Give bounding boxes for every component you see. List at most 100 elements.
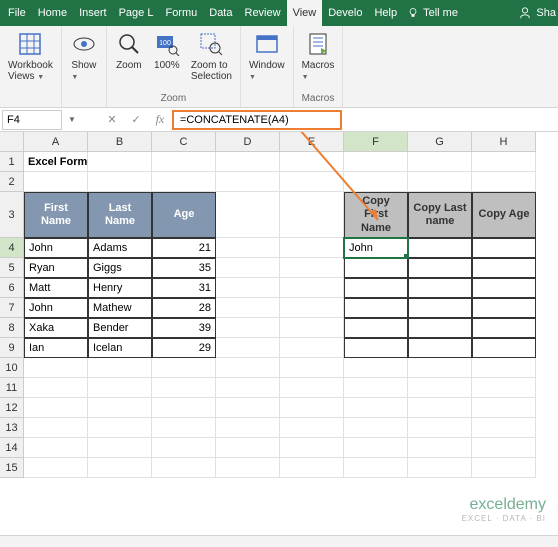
fx-button[interactable]: fx bbox=[148, 110, 172, 130]
workbook-views-button[interactable]: WorkbookViews ▼ bbox=[4, 28, 57, 84]
table2-header-2[interactable]: Copy Age bbox=[472, 192, 536, 238]
cell-F15[interactable] bbox=[344, 458, 408, 478]
row-header-15[interactable]: 15 bbox=[0, 458, 24, 478]
table2-header-0[interactable]: Copy First Name bbox=[344, 192, 408, 238]
cell-G14[interactable] bbox=[408, 438, 472, 458]
cell-E3[interactable] bbox=[280, 192, 344, 238]
row-header-1[interactable]: 1 bbox=[0, 152, 24, 172]
table1-cell-r6-c1[interactable]: Henry bbox=[88, 278, 152, 298]
table1-header-0[interactable]: First Name bbox=[24, 192, 88, 238]
cell-G1[interactable] bbox=[408, 152, 472, 172]
cell-D12[interactable] bbox=[216, 398, 280, 418]
menu-review[interactable]: Review bbox=[239, 0, 287, 26]
macros-button[interactable]: Macros▼ bbox=[298, 28, 339, 84]
cell-B14[interactable] bbox=[88, 438, 152, 458]
row-header-4[interactable]: 4 bbox=[0, 238, 24, 258]
table1-cell-r5-c1[interactable]: Giggs bbox=[88, 258, 152, 278]
cell-B2[interactable] bbox=[88, 172, 152, 192]
accept-formula-button[interactable]: ✓ bbox=[124, 110, 148, 130]
cell-D3[interactable] bbox=[216, 192, 280, 238]
cell-G2[interactable] bbox=[408, 172, 472, 192]
cell-H12[interactable] bbox=[472, 398, 536, 418]
cell-E11[interactable] bbox=[280, 378, 344, 398]
table1-cell-r4-c2[interactable]: 21 bbox=[152, 238, 216, 258]
table2-cell-r5-c5[interactable] bbox=[344, 258, 408, 278]
table1-header-2[interactable]: Age bbox=[152, 192, 216, 238]
window-button[interactable]: Window▼ bbox=[245, 28, 289, 84]
table2-cell-r9-c6[interactable] bbox=[408, 338, 472, 358]
menu-file[interactable]: File bbox=[2, 0, 32, 26]
cell-E7[interactable] bbox=[280, 298, 344, 318]
row-header-12[interactable]: 12 bbox=[0, 398, 24, 418]
cell-H1[interactable] bbox=[472, 152, 536, 172]
name-box[interactable]: F4 bbox=[2, 110, 62, 130]
formula-input[interactable]: =CONCATENATE(A4) bbox=[172, 110, 342, 130]
menu-formulas[interactable]: Formu bbox=[159, 0, 203, 26]
cell-C15[interactable] bbox=[152, 458, 216, 478]
table1-cell-r5-c0[interactable]: Ryan bbox=[24, 258, 88, 278]
cell-D7[interactable] bbox=[216, 298, 280, 318]
table1-cell-r9-c0[interactable]: Ian bbox=[24, 338, 88, 358]
cell-C12[interactable] bbox=[152, 398, 216, 418]
cells-area[interactable]: Excel Formula to Copy Cell value to Anot… bbox=[24, 152, 536, 478]
cell-A11[interactable] bbox=[24, 378, 88, 398]
row-header-14[interactable]: 14 bbox=[0, 438, 24, 458]
cell-H14[interactable] bbox=[472, 438, 536, 458]
menu-pagelayout[interactable]: Page L bbox=[113, 0, 160, 26]
cell-D8[interactable] bbox=[216, 318, 280, 338]
table2-cell-r7-c7[interactable] bbox=[472, 298, 536, 318]
cell-H2[interactable] bbox=[472, 172, 536, 192]
cell-A10[interactable] bbox=[24, 358, 88, 378]
table2-cell-r7-c6[interactable] bbox=[408, 298, 472, 318]
cell-E2[interactable] bbox=[280, 172, 344, 192]
col-header-D[interactable]: D bbox=[216, 132, 280, 152]
table2-cell-r7-c5[interactable] bbox=[344, 298, 408, 318]
table2-cell-r8-c5[interactable] bbox=[344, 318, 408, 338]
cell-B12[interactable] bbox=[88, 398, 152, 418]
table1-cell-r6-c2[interactable]: 31 bbox=[152, 278, 216, 298]
cell-E4[interactable] bbox=[280, 238, 344, 258]
cell-C11[interactable] bbox=[152, 378, 216, 398]
table2-cell-r5-c7[interactable] bbox=[472, 258, 536, 278]
table1-cell-r8-c1[interactable]: Bender bbox=[88, 318, 152, 338]
cell-D11[interactable] bbox=[216, 378, 280, 398]
col-header-F[interactable]: F bbox=[344, 132, 408, 152]
cell-E12[interactable] bbox=[280, 398, 344, 418]
table2-cell-r8-c6[interactable] bbox=[408, 318, 472, 338]
col-header-B[interactable]: B bbox=[88, 132, 152, 152]
table2-cell-r6-c5[interactable] bbox=[344, 278, 408, 298]
cell-G12[interactable] bbox=[408, 398, 472, 418]
cell-E15[interactable] bbox=[280, 458, 344, 478]
cell-D5[interactable] bbox=[216, 258, 280, 278]
menu-home[interactable]: Home bbox=[32, 0, 73, 26]
tell-me[interactable]: Tell me bbox=[407, 7, 458, 19]
cell-B10[interactable] bbox=[88, 358, 152, 378]
table1-cell-r6-c0[interactable]: Matt bbox=[24, 278, 88, 298]
cancel-formula-button[interactable]: ✕ bbox=[100, 110, 124, 130]
cell-E6[interactable] bbox=[280, 278, 344, 298]
table1-cell-r8-c2[interactable]: 39 bbox=[152, 318, 216, 338]
cell-E9[interactable] bbox=[280, 338, 344, 358]
cell-E5[interactable] bbox=[280, 258, 344, 278]
table1-header-1[interactable]: Last Name bbox=[88, 192, 152, 238]
cell-F11[interactable] bbox=[344, 378, 408, 398]
table1-cell-r9-c2[interactable]: 29 bbox=[152, 338, 216, 358]
row-header-5[interactable]: 5 bbox=[0, 258, 24, 278]
table2-cell-r4-c5[interactable]: John bbox=[344, 238, 408, 258]
row-header-8[interactable]: 8 bbox=[0, 318, 24, 338]
row-header-13[interactable]: 13 bbox=[0, 418, 24, 438]
row-header-6[interactable]: 6 bbox=[0, 278, 24, 298]
cell-A15[interactable] bbox=[24, 458, 88, 478]
cell-C1[interactable] bbox=[152, 152, 216, 172]
cell-F12[interactable] bbox=[344, 398, 408, 418]
table2-header-1[interactable]: Copy Last name bbox=[408, 192, 472, 238]
table1-cell-r9-c1[interactable]: Icelan bbox=[88, 338, 152, 358]
col-header-C[interactable]: C bbox=[152, 132, 216, 152]
cell-A13[interactable] bbox=[24, 418, 88, 438]
cell-G13[interactable] bbox=[408, 418, 472, 438]
row-header-7[interactable]: 7 bbox=[0, 298, 24, 318]
table1-cell-r7-c2[interactable]: 28 bbox=[152, 298, 216, 318]
col-header-H[interactable]: H bbox=[472, 132, 536, 152]
menu-insert[interactable]: Insert bbox=[73, 0, 113, 26]
cell-G15[interactable] bbox=[408, 458, 472, 478]
